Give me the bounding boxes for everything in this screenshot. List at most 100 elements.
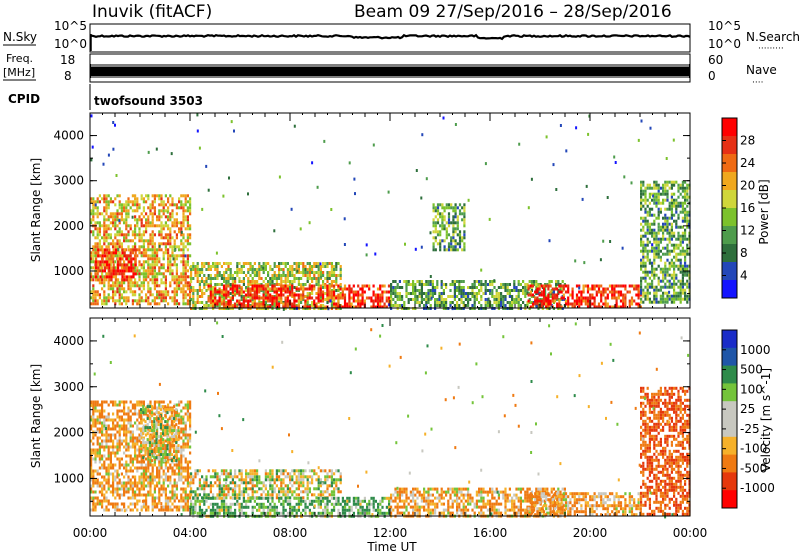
echo-cell	[335, 289, 338, 292]
echo-cell	[192, 289, 195, 292]
echo-cell	[114, 242, 117, 246]
echo-cell	[116, 430, 119, 434]
echo-cell	[118, 239, 121, 243]
echo-cell	[420, 295, 423, 298]
echo-cell	[94, 502, 97, 506]
echo-cell	[445, 298, 448, 301]
echo-cell	[101, 475, 104, 479]
echo-cell	[136, 221, 139, 225]
echo-cell	[132, 257, 135, 261]
echo-cell	[461, 239, 464, 243]
echo-cell	[648, 270, 651, 274]
echo-cell	[147, 206, 150, 210]
echo-cell	[571, 296, 574, 300]
echo-cell	[639, 293, 642, 297]
colorbar-tick-label: 12	[740, 224, 755, 238]
echo-cell	[164, 224, 167, 228]
echo-cell	[553, 296, 557, 300]
echo-cell	[103, 275, 106, 279]
echo-cell	[123, 400, 126, 404]
echo-cell	[642, 288, 645, 292]
echo-cell	[169, 260, 172, 264]
echo-cell	[464, 295, 467, 298]
echo-cell	[136, 233, 139, 237]
echo-cell	[533, 280, 536, 283]
echo-cell	[677, 252, 680, 256]
echo-cell	[173, 245, 176, 249]
echo-cell	[670, 258, 673, 262]
echo-cell	[564, 299, 568, 303]
echo-cell	[127, 445, 130, 449]
echo-cell	[363, 284, 366, 288]
echo-cell	[96, 236, 99, 240]
echo-cell	[255, 293, 259, 297]
echo-cell	[679, 201, 682, 205]
echo-cell	[184, 260, 187, 264]
echo-cell	[558, 284, 561, 288]
echo-cell	[167, 293, 170, 297]
echo-cell	[463, 236, 466, 240]
echo-cell	[432, 206, 435, 210]
echo-cell	[109, 418, 112, 422]
echo-cell	[189, 203, 192, 207]
echo-cell	[677, 297, 680, 301]
echo-cell	[595, 284, 598, 288]
echo-cell	[151, 200, 154, 204]
echo-cell	[456, 280, 459, 283]
echo-cell	[666, 216, 669, 220]
echo-cell	[240, 302, 243, 306]
echo-cell	[101, 499, 104, 503]
echo-cell	[508, 295, 511, 298]
echo-cell	[142, 266, 145, 270]
echo-cell	[549, 290, 552, 294]
echo-cell	[171, 269, 174, 273]
echo-cell	[225, 296, 228, 300]
echo-cell	[231, 290, 234, 294]
echo-cell	[354, 290, 358, 294]
echo-cell	[125, 266, 128, 270]
echo-cell	[169, 215, 172, 219]
echo-cell	[92, 278, 95, 282]
echo-cell	[90, 158, 93, 162]
echo-cell	[580, 299, 583, 303]
echo-cell	[233, 129, 235, 133]
echo-cell	[628, 305, 631, 309]
echo-cell	[114, 281, 117, 285]
echo-cell	[547, 305, 550, 309]
echo-cell	[136, 436, 139, 440]
echo-cell	[624, 302, 627, 306]
echo-cell	[125, 218, 128, 222]
echo-cell	[118, 427, 121, 431]
echo-cell	[443, 224, 446, 228]
echo-cell	[640, 258, 643, 262]
echo-cell	[609, 240, 612, 243]
echo-cell	[438, 301, 441, 304]
echo-cell	[322, 262, 325, 265]
echo-cell	[655, 240, 658, 244]
echo-cell	[134, 490, 137, 494]
echo-cell	[648, 210, 651, 214]
echo-cell	[207, 296, 210, 300]
echo-cell	[160, 215, 163, 219]
echo-cell	[458, 230, 462, 234]
echo-cell	[449, 289, 452, 292]
echo-cell	[116, 299, 119, 303]
echo-cell	[189, 224, 192, 228]
echo-cell	[167, 236, 170, 240]
echo-cell	[673, 297, 676, 301]
echo-cell	[668, 237, 671, 241]
echo-cell	[138, 403, 141, 407]
echo-cell	[626, 290, 629, 294]
echo-cell	[280, 293, 283, 297]
echo-cell	[651, 198, 654, 202]
echo-cell	[504, 283, 507, 286]
echo-cell	[478, 301, 481, 304]
echo-cell	[136, 442, 139, 446]
echo-cell	[98, 421, 101, 425]
echo-cell	[429, 295, 432, 298]
echo-cell	[116, 481, 119, 485]
echo-cell	[180, 248, 183, 252]
echo-cell	[125, 469, 128, 473]
echo-cell	[664, 252, 667, 256]
echo-cell	[659, 192, 662, 196]
